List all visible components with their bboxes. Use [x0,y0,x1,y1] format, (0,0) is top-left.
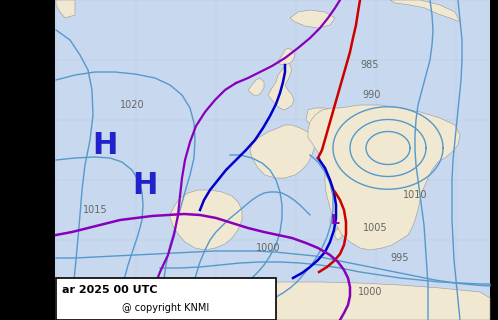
Polygon shape [335,228,342,240]
Polygon shape [250,125,315,178]
Polygon shape [56,0,75,18]
Text: 1010: 1010 [403,190,427,200]
Polygon shape [306,108,345,128]
Text: 985: 985 [361,60,379,70]
Text: 990: 990 [363,90,381,100]
Text: L: L [331,213,340,227]
Polygon shape [248,78,264,96]
Text: 1020: 1020 [120,100,144,110]
Bar [55,0,490,320]
Polygon shape [170,190,242,250]
Polygon shape [268,62,294,110]
Text: 1000: 1000 [358,287,382,297]
Polygon shape [322,148,355,200]
Text: H: H [132,171,158,199]
Text: 1005: 1005 [363,223,387,233]
Polygon shape [330,213,340,225]
Polygon shape [290,10,335,28]
Polygon shape [278,48,295,65]
Polygon shape [390,0,460,22]
Text: 1015: 1015 [83,205,107,215]
Text: 995: 995 [391,253,409,263]
Text: @ copyright KNMI: @ copyright KNMI [123,303,210,313]
Bar [56,278,276,320]
Text: H: H [92,131,118,159]
Polygon shape [308,105,460,250]
Text: ar 2025 00 UTC: ar 2025 00 UTC [62,285,157,295]
Text: 1000: 1000 [256,243,280,253]
Polygon shape [170,282,490,320]
